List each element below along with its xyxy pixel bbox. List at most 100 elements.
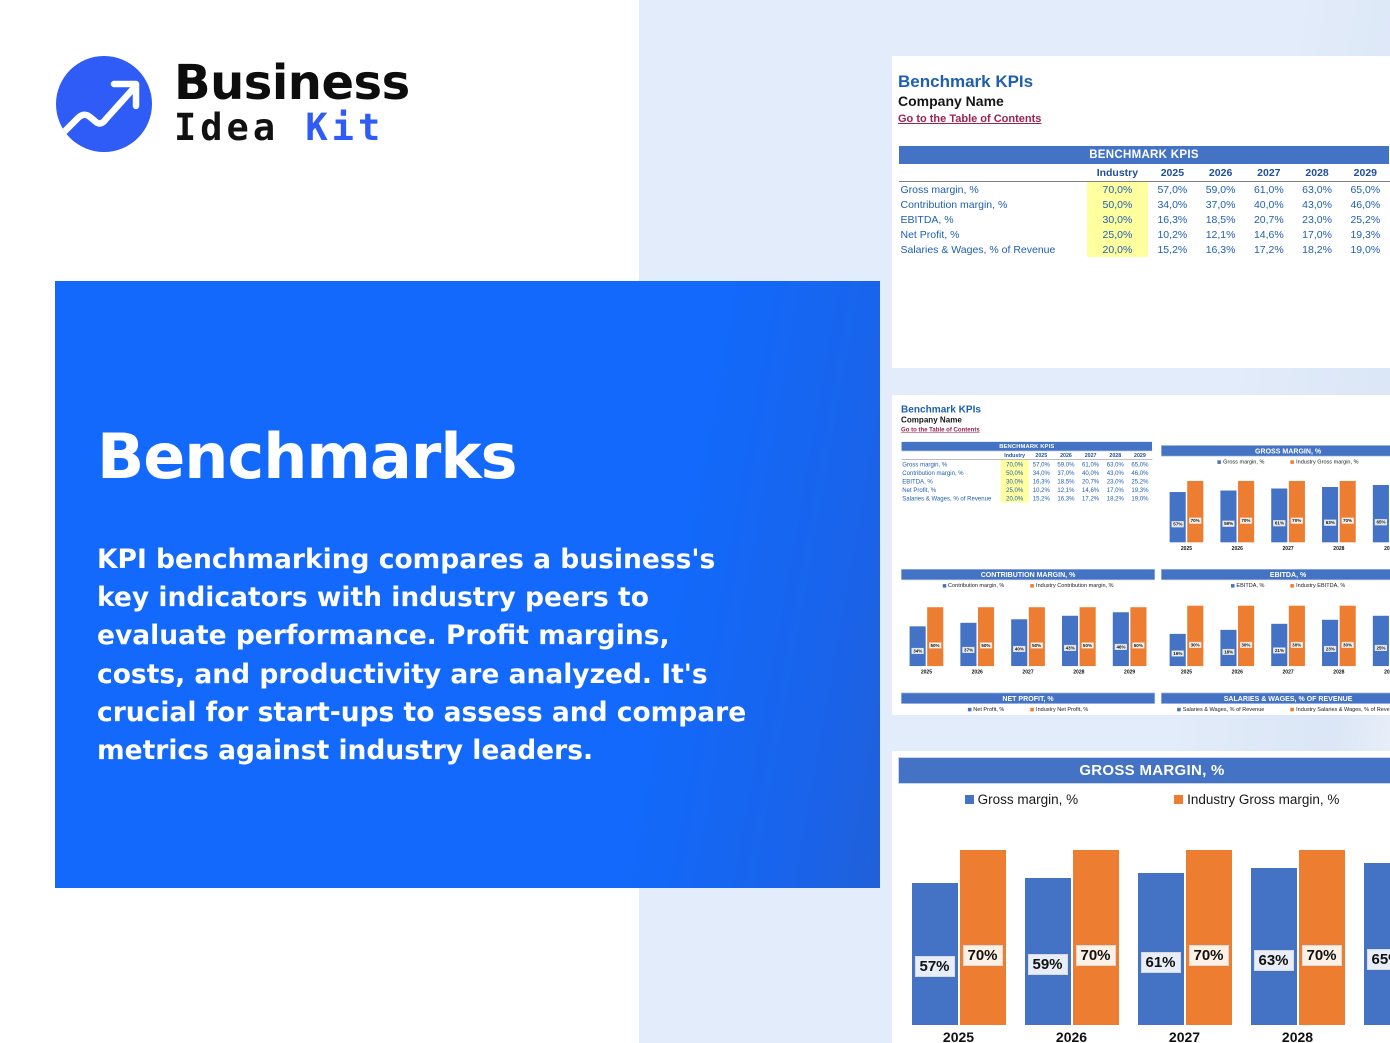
bar-value-label: 70%	[1290, 517, 1303, 524]
industry-value-cell[interactable]: 20,0%	[1000, 494, 1029, 503]
industry-value-cell[interactable]: 50,0%	[1086, 197, 1149, 212]
year-value-cell[interactable]: 37,0%	[1205, 198, 1236, 211]
year-value-cell[interactable]: 43,0%	[1302, 198, 1332, 211]
year-value-cell[interactable]: 43,0%	[1106, 469, 1124, 477]
bar: 65%	[1363, 862, 1390, 1025]
year-value-cell[interactable]: 17,2%	[1082, 494, 1100, 502]
legend-label: Contribution margin, %	[948, 582, 1005, 589]
column-header	[898, 164, 1087, 182]
year-value-cell[interactable]: 18,2%	[1106, 494, 1124, 502]
chart-title: GROSS MARGIN, %	[1161, 445, 1390, 457]
column-header: 2027	[1078, 451, 1103, 460]
year-value-cell[interactable]: 57,0%	[1157, 183, 1188, 196]
x-axis-label: 2027	[1282, 669, 1294, 676]
legend-swatch-orange-icon	[1174, 795, 1184, 804]
year-value-cell[interactable]: 19,0%	[1131, 494, 1149, 502]
row-label: Contribution margin, %	[902, 469, 964, 477]
bar-value-label: 70%	[962, 944, 1003, 966]
year-value-cell[interactable]: 17,0%	[1302, 228, 1332, 241]
year-value-cell[interactable]: 17,2%	[1253, 243, 1284, 256]
spreadsheet-card-bottom[interactable]: GROSS MARGIN, % Gross margin, % Industry…	[892, 751, 1390, 1043]
legend-label-industry: Industry Gross margin, %	[1187, 792, 1340, 807]
spreadsheet-card-middle[interactable]: Benchmark KPIs Company Name Go to the Ta…	[892, 395, 1390, 715]
x-axis-label: 2029	[1124, 669, 1136, 676]
industry-value-cell[interactable]: 25,0%	[1000, 485, 1029, 495]
bar: 70%	[1186, 480, 1204, 543]
year-value-cell[interactable]: 63,0%	[1106, 460, 1124, 468]
year-value-cell[interactable]: 19,3%	[1131, 486, 1149, 494]
year-value-cell[interactable]: 15,2%	[1157, 243, 1188, 256]
year-value-cell[interactable]: 25,2%	[1131, 477, 1149, 485]
row-label: Contribution margin, %	[900, 198, 1008, 211]
chart-title: CONTRIBUTION MARGIN, %	[901, 568, 1156, 581]
industry-value-cell[interactable]: 25,0%	[1086, 227, 1149, 242]
industry-value-cell[interactable]: 70,0%	[1000, 459, 1029, 469]
year-value-cell[interactable]: 10,2%	[1032, 486, 1050, 494]
table-of-contents-link[interactable]: Go to the Table of Contents	[898, 113, 1042, 125]
bar-value-label: 61%	[1273, 520, 1286, 527]
x-axis-label: 2026	[1231, 669, 1243, 676]
year-value-cell[interactable]: 23,0%	[1302, 213, 1332, 226]
year-value-cell[interactable]: 37,0%	[1057, 469, 1075, 477]
year-value-cell[interactable]: 57,0%	[1032, 460, 1050, 468]
year-value-cell[interactable]: 40,0%	[1082, 469, 1100, 477]
year-value-cell[interactable]: 34,0%	[1157, 198, 1188, 211]
bar: 70%	[1072, 850, 1119, 1025]
year-value-cell[interactable]: 16,3%	[1057, 494, 1075, 502]
industry-value-cell[interactable]: 30,0%	[1086, 212, 1149, 227]
bar: 65%	[1372, 485, 1390, 543]
year-value-cell[interactable]: 14,6%	[1253, 228, 1284, 241]
mini-chart: GROSS MARGIN, % Gross margin, % Industry G…	[1161, 445, 1390, 568]
year-value-cell[interactable]: 20,7%	[1082, 477, 1100, 485]
mini-chart: NET PROFIT, % Net Profit, % Industry Net P…	[901, 692, 1156, 715]
year-value-cell[interactable]: 16,3%	[1032, 477, 1050, 485]
bar-value-label: 63%	[1253, 950, 1294, 972]
legend-swatch-icon	[1177, 707, 1181, 712]
year-value-cell[interactable]: 59,0%	[1205, 183, 1236, 196]
year-value-cell[interactable]: 15,2%	[1032, 494, 1050, 502]
industry-value-cell[interactable]: 50,0%	[1000, 468, 1029, 477]
year-value-cell[interactable]: 20,7%	[1253, 213, 1284, 226]
bar: 70%	[1185, 850, 1232, 1025]
year-value-cell[interactable]: 18,5%	[1205, 213, 1236, 226]
year-value-cell[interactable]: 19,0%	[1350, 243, 1381, 256]
year-value-cell[interactable]: 17,0%	[1106, 486, 1124, 494]
bar-value-label: 70%	[1239, 517, 1252, 524]
year-value-cell[interactable]: 23,0%	[1106, 477, 1124, 485]
year-value-cell[interactable]: 46,0%	[1350, 198, 1381, 211]
year-value-cell[interactable]: 19,3%	[1350, 228, 1381, 241]
industry-value-cell[interactable]: 30,0%	[1000, 476, 1029, 486]
bar-value-label: 50%	[1132, 642, 1145, 649]
industry-value-cell[interactable]: 20,0%	[1086, 242, 1149, 257]
bar-value-label: 34%	[911, 648, 924, 655]
brand-name-secondary-right: Kit	[305, 106, 385, 150]
industry-value-cell[interactable]: 70,0%	[1086, 181, 1149, 197]
spreadsheet-card-top[interactable]: Benchmark KPIs Company Name Go to the Ta…	[892, 56, 1390, 368]
year-value-cell[interactable]: 40,0%	[1253, 198, 1284, 211]
legend-swatch-icon	[1030, 707, 1035, 712]
year-value-cell[interactable]: 46,0%	[1131, 469, 1149, 477]
year-value-cell[interactable]: 65,0%	[1350, 183, 1381, 196]
year-value-cell[interactable]: 12,1%	[1057, 486, 1075, 494]
column-header: Industry	[1086, 164, 1149, 182]
row-label: Salaries & Wages, % of Revenue	[900, 243, 1056, 256]
year-value-cell[interactable]: 16,3%	[1157, 213, 1188, 226]
year-value-cell[interactable]: 34,0%	[1032, 469, 1050, 477]
year-value-cell[interactable]: 61,0%	[1082, 460, 1100, 468]
year-value-cell[interactable]: 61,0%	[1253, 183, 1284, 196]
year-value-cell[interactable]: 59,0%	[1057, 460, 1075, 468]
year-value-cell[interactable]: 18,2%	[1302, 243, 1332, 256]
table-header-row: Industry 2025 2026 2027 2028 2029	[901, 451, 1153, 460]
year-value-cell[interactable]: 25,2%	[1350, 213, 1381, 226]
year-value-cell[interactable]: 12,1%	[1205, 228, 1236, 241]
year-value-cell[interactable]: 63,0%	[1302, 183, 1332, 196]
year-value-cell[interactable]: 65,0%	[1131, 460, 1149, 468]
mini-toc-link[interactable]: Go to the Table of Contents	[901, 426, 980, 434]
year-value-cell[interactable]: 10,2%	[1157, 228, 1188, 241]
year-value-cell[interactable]: 16,3%	[1205, 243, 1236, 256]
bar: 30%	[1237, 605, 1255, 667]
legend-label: Industry EBITDA, %	[1296, 582, 1346, 589]
bar: 40%	[1011, 619, 1028, 667]
year-value-cell[interactable]: 18,5%	[1057, 477, 1075, 485]
year-value-cell[interactable]: 14,6%	[1082, 486, 1100, 494]
